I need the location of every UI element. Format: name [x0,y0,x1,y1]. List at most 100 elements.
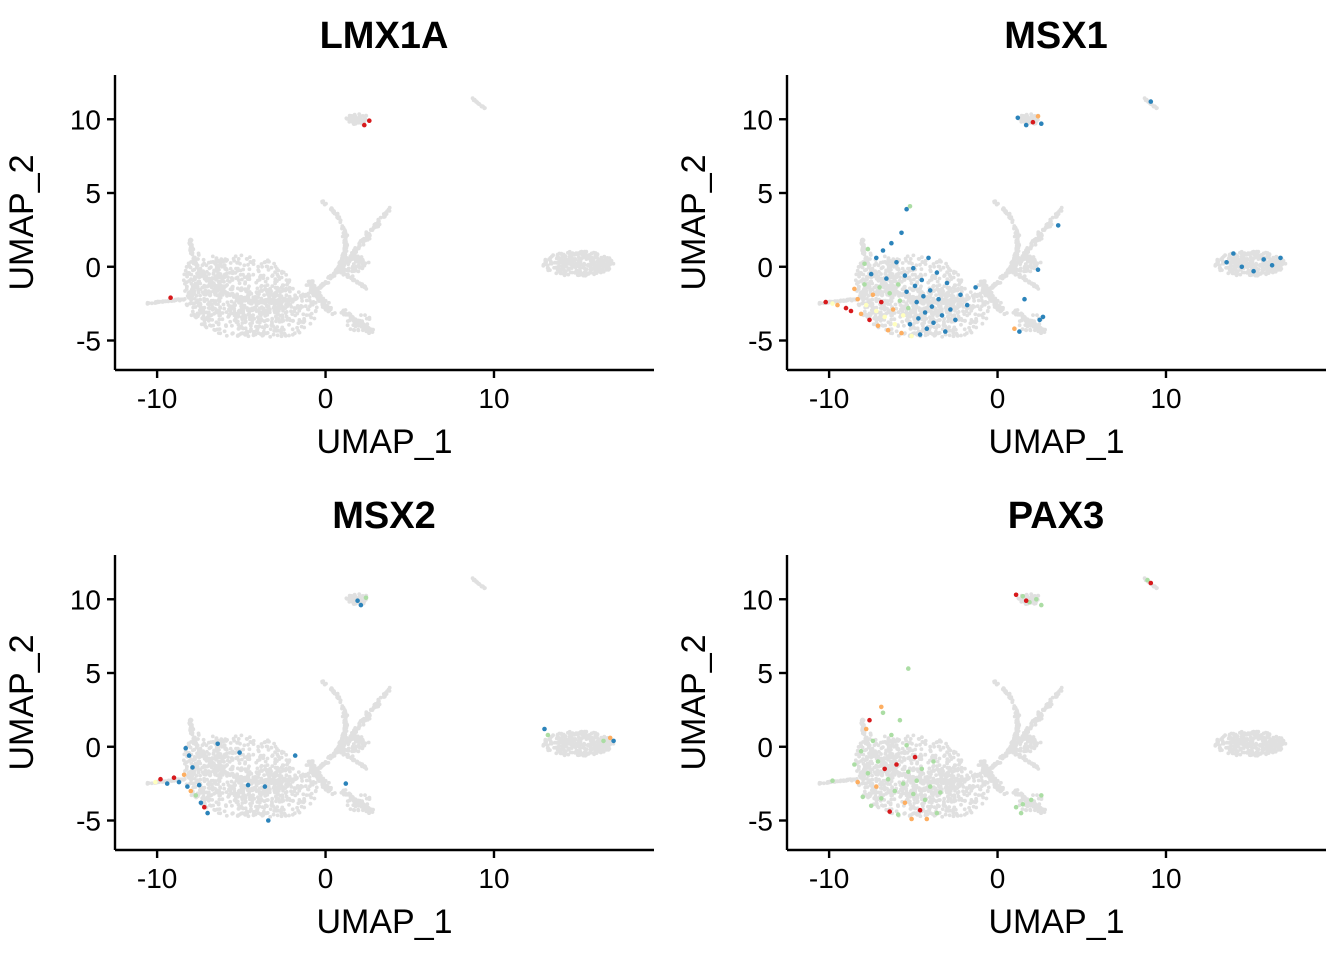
cell-point [1001,305,1005,310]
cell-point [886,263,891,268]
cell-point [300,299,304,303]
cell-point [199,322,204,327]
cell-point [345,275,350,279]
cell-point [981,311,986,316]
cell-point [196,312,201,317]
cell-point [341,226,346,231]
expressing-cell-point [1269,263,1275,268]
cell-point [298,293,303,298]
cell-point [900,319,905,324]
cell-point [256,331,261,335]
cell-point [1215,257,1220,262]
cell-point [267,259,271,264]
cell-point [254,280,259,285]
cell-point [262,326,267,330]
cell-point [344,259,348,263]
cell-point [904,258,908,263]
cell-point [307,295,312,300]
cell-point [1234,265,1238,270]
cell-point [212,261,217,265]
cell-point [1264,272,1268,277]
expressing-cell-point [958,292,963,298]
cell-point [368,329,372,334]
cell-point [1025,246,1030,250]
expressing-cell-point [848,308,854,314]
cell-point [230,784,235,789]
cell-point [275,279,279,283]
cell-point [230,304,235,309]
cell-point [993,282,998,287]
cell-point [865,255,869,260]
cell-point [362,285,366,289]
cell-point [911,306,916,311]
cell-point [194,261,199,266]
cell-point [902,269,907,274]
cell-point [368,233,372,238]
cell-point [297,306,302,310]
cell-point [270,274,274,278]
cell-point [1008,216,1012,221]
cell-point [367,236,372,241]
cell-point [357,112,362,117]
cell-point [956,314,961,319]
cell-point [226,755,230,759]
cell-point [235,286,240,291]
cell-point [243,761,247,766]
y-tick-label: -5 [76,326,101,357]
cell-point [258,310,263,315]
cell-point [292,297,297,302]
cell-point [194,293,199,298]
cell-point [256,748,261,752]
cell-point [1019,113,1024,118]
cell-point [230,287,235,291]
cell-point [207,780,212,785]
expressing-cell-point [914,299,919,305]
cell-point [1001,206,1006,211]
cell-point [918,262,922,267]
cell-point [232,738,237,743]
cell-point [196,251,201,256]
cell-point [940,286,944,291]
cell-point [860,290,864,295]
cell-point [354,264,359,269]
cell-point [230,811,235,816]
cell-point [954,306,958,311]
cell-point [218,313,222,318]
cell-point [273,310,277,315]
cell-point [956,286,960,291]
expressing-cell-point [168,295,173,301]
cell-point [582,253,587,257]
expressing-cell-point [912,283,918,289]
cell-point [869,279,874,284]
cell-point [252,299,257,303]
cell-point [242,743,247,748]
expressing-cell-point [863,302,869,308]
cell-point [261,276,266,281]
cell-point [980,321,985,326]
cell-point [347,117,352,121]
cell-point [1017,323,1022,328]
cell-point [931,317,935,321]
cell-point [974,325,979,330]
cell-point [955,311,960,315]
y-tick-label: 0 [757,252,773,283]
cell-point [303,304,308,309]
cell-point [863,312,868,317]
expressing-cell-point [895,282,901,287]
cell-point [382,214,387,219]
cell-point [203,316,208,321]
cell-point [272,305,277,310]
cell-point [263,759,268,764]
cell-point [853,278,858,283]
cell-point [265,283,270,287]
cell-point [210,318,215,322]
cell-point [227,792,232,797]
cell-point [251,258,256,263]
cell-point [928,331,933,335]
cell-point [931,262,936,266]
cell-point [993,199,998,204]
cell-point [228,741,233,745]
cell-point [306,307,311,312]
cell-point [256,264,261,269]
cell-point [284,766,288,771]
